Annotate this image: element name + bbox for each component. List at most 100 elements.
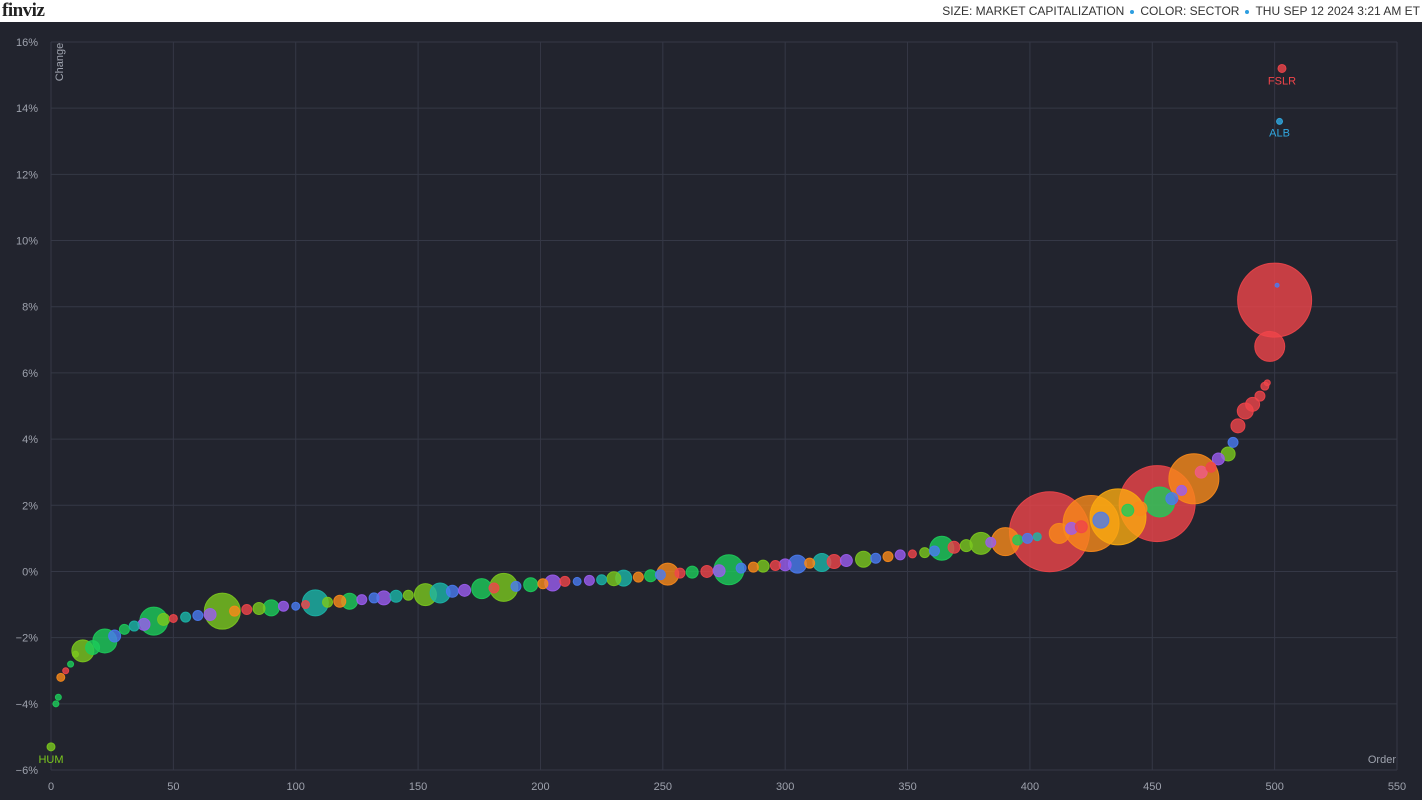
y-tick-label: 12% [16, 169, 38, 181]
bubble [85, 640, 101, 656]
bubble [510, 580, 522, 592]
bubble [1276, 117, 1284, 125]
bubble [1176, 484, 1188, 496]
chart: Change Order −6% −4% −2% 0% 2% 4% 6% 8% 10% 12% 14… [16, 37, 1407, 793]
bubble [537, 578, 549, 590]
bubble [277, 600, 289, 612]
bubble [368, 592, 380, 604]
bubble [1277, 63, 1287, 73]
size-info: SIZE: MARKET CAPITALIZATION [942, 4, 1125, 18]
bubble [322, 596, 334, 608]
separator [1130, 9, 1135, 14]
y-tick-label: 6% [22, 368, 38, 380]
date-info: THU SEP 12 2024 3:21 AM ET [1255, 4, 1420, 18]
bubble [685, 565, 699, 579]
y-tick-label: 16% [16, 37, 38, 49]
bubble [192, 609, 204, 621]
bubble [333, 594, 347, 608]
y-tick-label: −4% [16, 699, 39, 711]
bubble [985, 536, 997, 548]
layer [46, 63, 1313, 752]
bubble [644, 569, 658, 583]
bubble [1245, 396, 1261, 412]
chart-info: SIZE: MARKET CAPITALIZATION COLOR: SECTOR… [942, 0, 1420, 22]
x-tick-label: 550 [1388, 781, 1406, 793]
bubble [700, 564, 714, 578]
bubble [1121, 503, 1135, 517]
x-tick-label: 250 [654, 781, 672, 793]
bubble [180, 611, 192, 623]
x-tick-label: 400 [1021, 781, 1039, 793]
bubble [445, 584, 459, 598]
y-tick-label: −6% [16, 765, 39, 777]
bubble [1089, 488, 1147, 546]
bubble [756, 559, 770, 573]
bubble [1237, 262, 1313, 338]
bubble [291, 601, 301, 611]
bubble [203, 607, 217, 621]
bubble [1211, 452, 1225, 466]
bubble [804, 557, 816, 569]
bubble [54, 693, 62, 701]
bubble [56, 672, 66, 682]
y-tick-label: −2% [16, 633, 39, 645]
bubble [1194, 465, 1208, 479]
x-tick-label: 500 [1265, 781, 1283, 793]
bubble [959, 539, 973, 553]
bubble [1263, 379, 1271, 387]
bubble [769, 559, 781, 571]
y-tick-label: 8% [22, 302, 38, 314]
bubble [596, 574, 608, 586]
bubble [1021, 532, 1033, 544]
x-tick-label: 150 [409, 781, 427, 793]
separator [1245, 9, 1250, 14]
bubble [356, 594, 368, 606]
x-tick-label: 300 [776, 781, 794, 793]
bubble [919, 547, 931, 559]
bubble [523, 577, 539, 593]
bubble [1165, 492, 1179, 506]
bubble [1274, 282, 1280, 288]
y-tick-label: 2% [22, 500, 38, 512]
bubble [854, 550, 872, 568]
x-tick-label: 50 [167, 781, 179, 793]
bubble [1092, 511, 1110, 529]
bubble [839, 554, 853, 568]
bubble [1032, 532, 1042, 542]
bubble [137, 617, 151, 631]
bubble [262, 599, 280, 617]
x-tick-label: 100 [287, 781, 305, 793]
bubble [1132, 501, 1148, 517]
bubble [572, 576, 582, 586]
bubble [826, 554, 842, 570]
bubble [583, 574, 595, 586]
bubble [907, 549, 917, 559]
top-bar: finviz SIZE: MARKET CAPITALIZATION COLOR:… [0, 0, 1422, 22]
bubble [606, 571, 622, 587]
bubble [632, 571, 644, 583]
bubble [1012, 534, 1024, 546]
bubble [947, 540, 961, 554]
x-tick-label: 450 [1143, 781, 1161, 793]
bubble [778, 558, 792, 572]
bubble [229, 605, 241, 617]
logo[interactable]: finviz [2, 0, 45, 21]
bubble [870, 552, 882, 564]
bubble [928, 545, 940, 557]
bubble [1205, 461, 1217, 473]
bubble [168, 613, 178, 623]
bubble [894, 549, 906, 561]
bubble [62, 667, 70, 675]
bubble [654, 569, 666, 581]
bubble [882, 551, 894, 563]
bubble [389, 589, 403, 603]
bubble [252, 602, 266, 616]
bubble [241, 604, 253, 616]
bubble [674, 567, 686, 579]
bubble [1230, 418, 1246, 434]
bubble [712, 564, 726, 578]
y-tick-label: 14% [16, 103, 38, 115]
bubble [458, 583, 472, 597]
bubble [46, 742, 56, 752]
